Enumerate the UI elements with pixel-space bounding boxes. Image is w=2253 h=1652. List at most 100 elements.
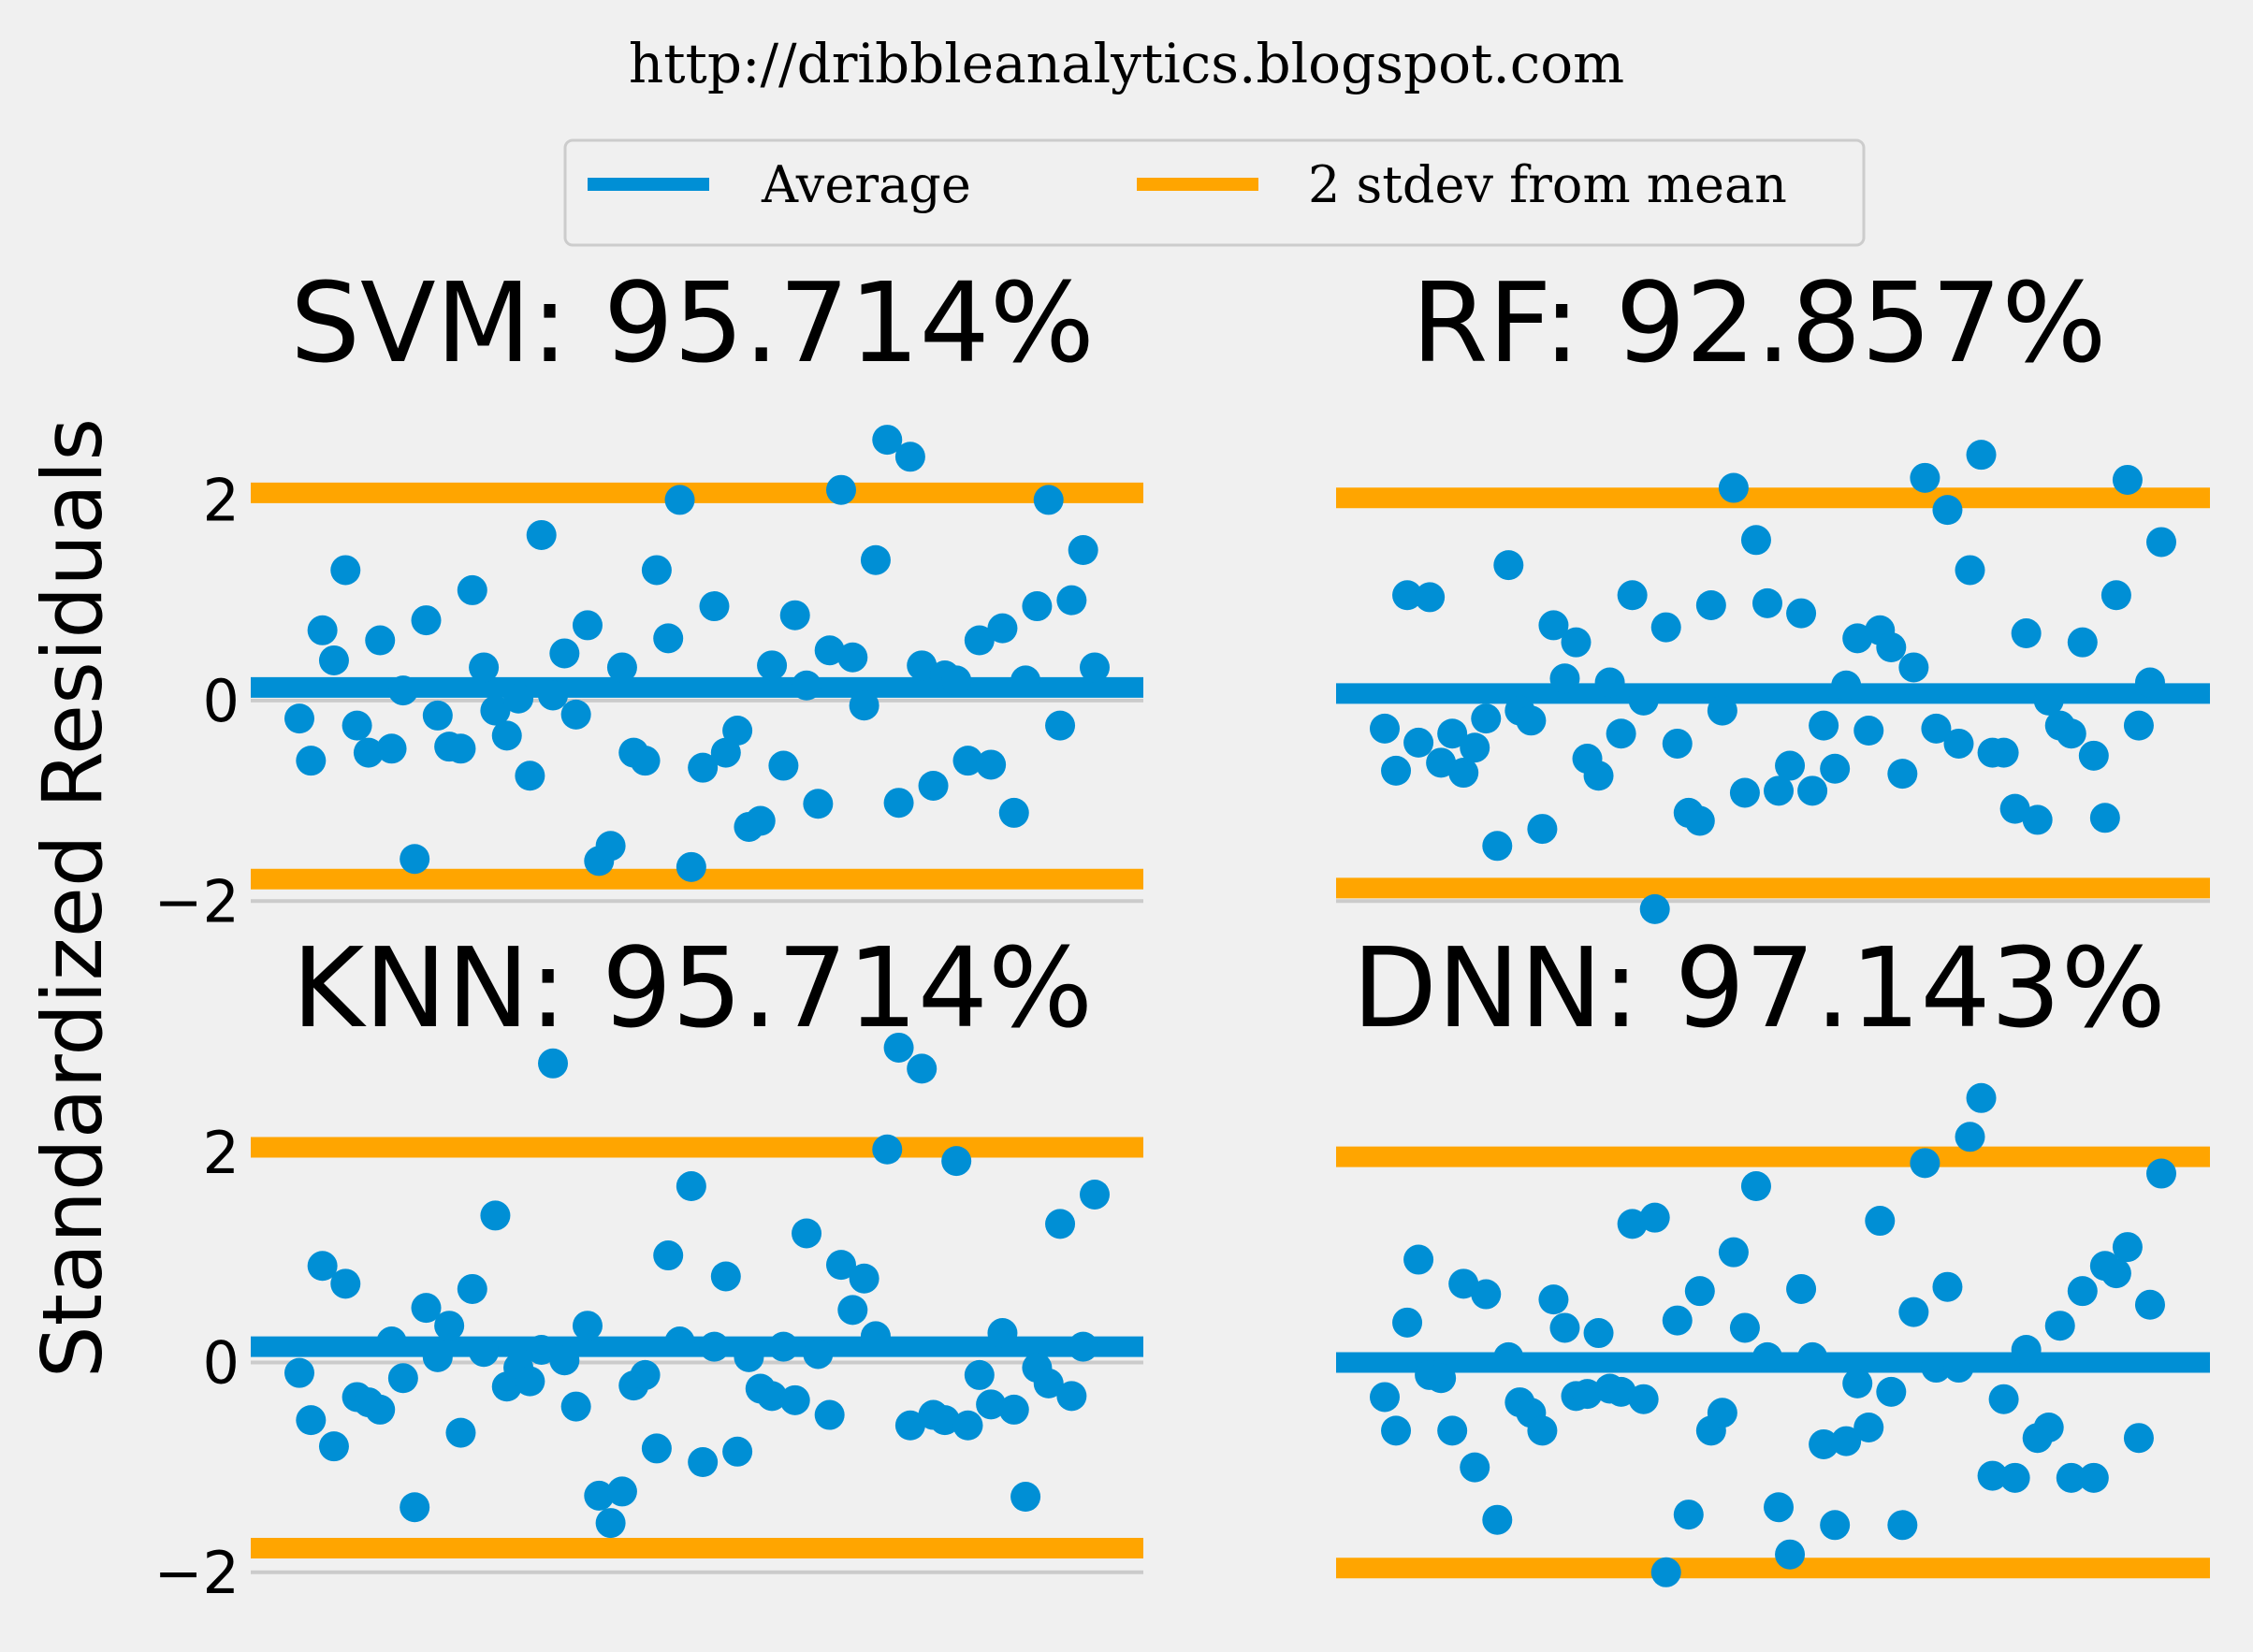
knn-data-point: [445, 1417, 476, 1448]
dnn-data-point: [1707, 1398, 1737, 1428]
svm-data-point: [330, 555, 361, 586]
dnn-data-point: [1910, 1148, 1940, 1179]
svm-data-point: [976, 749, 1007, 780]
dnn-panel-title: DNN: 97.143%: [1352, 923, 2166, 1052]
dnn-data-point: [1381, 1415, 1412, 1446]
knn-data-point: [1010, 1482, 1041, 1513]
svm-data-point: [779, 600, 810, 630]
svm-data-point: [606, 652, 637, 683]
svm-data-point: [883, 788, 914, 819]
svm-data-point: [745, 805, 776, 836]
rf-data-point: [1381, 755, 1412, 786]
svm-data-point: [469, 652, 500, 683]
svm-data-point: [676, 851, 706, 882]
knn-data-point: [387, 1363, 418, 1394]
knn-data-point: [849, 1263, 879, 1294]
rf-data-point: [1628, 685, 1659, 716]
rf-data-point: [2056, 718, 2086, 749]
knn-data-point: [284, 1357, 314, 1388]
dnn-data-point: [1538, 1284, 1569, 1315]
svm-data-point: [768, 750, 799, 781]
knn-data-point: [837, 1295, 868, 1326]
rf-data-point: [2112, 464, 2143, 495]
rf-data-point: [2011, 618, 2042, 649]
rf-data-point: [1650, 612, 1681, 643]
knn-data-point: [653, 1240, 684, 1271]
knn-data-point: [434, 1311, 465, 1341]
svm-data-point: [572, 610, 603, 641]
knn-data-point: [549, 1345, 580, 1376]
knn-data-point: [768, 1331, 799, 1362]
svm-data-point: [411, 605, 442, 636]
rf-data-point: [1921, 713, 1952, 744]
knn-data-point: [664, 1326, 695, 1357]
knn-data-point: [526, 1334, 557, 1365]
knn-data-point: [296, 1405, 327, 1436]
knn-data-point: [987, 1318, 1018, 1349]
knn-data-point: [1080, 1179, 1110, 1210]
svm-data-point: [549, 638, 580, 669]
rf-data-point: [1775, 750, 1806, 781]
dnn-data-point: [1673, 1500, 1704, 1530]
svm-data-point: [422, 700, 453, 731]
svm-data-point: [595, 831, 626, 862]
knn-data-point: [699, 1331, 730, 1362]
dnn-data-point: [1752, 1341, 1782, 1372]
knn-data-point: [595, 1508, 626, 1539]
dnn-data-point: [1797, 1341, 1828, 1372]
dnn-data-point: [1775, 1539, 1806, 1570]
figure-url-title: http://dribbleanalytics.blogspot.com: [629, 32, 1624, 95]
dnn-data-point: [2056, 1462, 2086, 1493]
rf-data-point: [1639, 893, 1670, 924]
dnn-data-point: [1527, 1415, 1558, 1446]
dnn-data-point: [1842, 1368, 1873, 1398]
dnn-data-point: [1718, 1237, 1749, 1268]
rf-data-point: [1707, 695, 1737, 726]
dnn-data-point: [1999, 1462, 2030, 1493]
dnn-data-point: [1966, 1082, 1997, 1113]
dnn-data-point: [1549, 1312, 1580, 1343]
rf-data-point: [1999, 793, 2030, 824]
rf-data-point: [1538, 610, 1569, 641]
legend-box: [563, 138, 1866, 247]
svm-data-point: [353, 737, 384, 768]
knn-data-point: [894, 1410, 925, 1441]
knn-data-point: [929, 1405, 960, 1436]
knn-data-point: [400, 1492, 430, 1523]
svm-data-point: [538, 680, 569, 711]
rf-data-point: [1415, 582, 1446, 613]
dnn-data-point: [1392, 1307, 1423, 1338]
dnn-data-point: [1370, 1382, 1400, 1413]
dnn-data-point: [1921, 1353, 1952, 1384]
knn-data-point: [1068, 1331, 1098, 1362]
dnn-data-point: [1932, 1271, 1963, 1302]
svm-data-point: [307, 615, 338, 645]
rf-data-point: [1729, 777, 1760, 808]
rf-data-point: [1370, 713, 1400, 744]
knn-data-point: [572, 1311, 603, 1341]
dnn-data-point: [1482, 1504, 1513, 1535]
dnn-data-point: [2123, 1423, 2154, 1454]
knn-data-point: [307, 1251, 338, 1282]
knn-data-point: [480, 1200, 511, 1231]
rf-data-point: [1943, 728, 1974, 759]
rf-data-point: [1448, 758, 1479, 789]
rf-data-point: [1988, 737, 2019, 768]
rf-data-point: [1853, 716, 1884, 746]
rf-data-point: [1831, 670, 1862, 701]
knn-data-point: [318, 1431, 349, 1462]
svm-data-point: [560, 699, 591, 730]
svm-data-point: [964, 625, 995, 656]
svm-data-point: [1010, 665, 1041, 696]
y-axis-label: Standardized Residuals: [24, 418, 121, 1378]
svm-data-point: [814, 635, 845, 666]
svm-data-point: [849, 690, 879, 721]
knn-data-point: [376, 1326, 407, 1357]
svm-data-point: [941, 665, 972, 696]
dnn-data-point: [2078, 1462, 2109, 1493]
rf-data-point: [2134, 667, 2165, 698]
rf-data-point: [1932, 495, 1963, 526]
rf-data-point: [1516, 705, 1547, 736]
